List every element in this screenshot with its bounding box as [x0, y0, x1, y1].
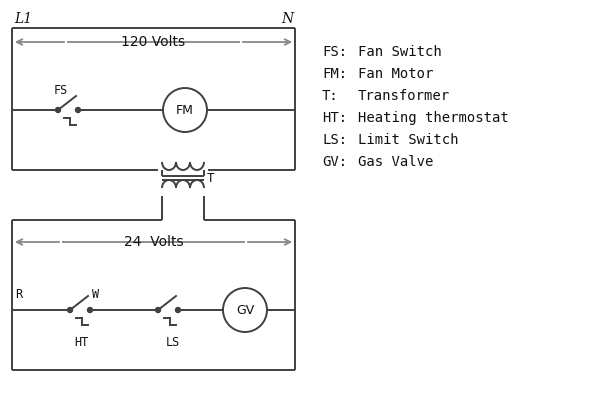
Circle shape — [76, 108, 80, 112]
Circle shape — [175, 308, 181, 312]
Text: FM:: FM: — [322, 67, 347, 81]
Text: Fan Switch: Fan Switch — [358, 45, 442, 59]
Text: T:: T: — [322, 89, 339, 103]
Text: LS: LS — [166, 336, 181, 348]
Text: L1: L1 — [14, 12, 32, 26]
Text: FS:: FS: — [322, 45, 347, 59]
Text: Gas Valve: Gas Valve — [358, 155, 434, 169]
Circle shape — [55, 108, 61, 112]
Text: FM: FM — [176, 104, 194, 116]
Text: N: N — [281, 12, 293, 26]
Text: Transformer: Transformer — [358, 89, 450, 103]
Text: W: W — [92, 288, 99, 300]
Text: R: R — [15, 288, 22, 300]
Text: Limit Switch: Limit Switch — [358, 133, 458, 147]
Text: FS: FS — [54, 84, 68, 96]
Text: GV:: GV: — [322, 155, 347, 169]
Circle shape — [87, 308, 93, 312]
Circle shape — [67, 308, 73, 312]
Text: Fan Motor: Fan Motor — [358, 67, 434, 81]
Text: 24  Volts: 24 Volts — [124, 235, 183, 249]
Text: Heating thermostat: Heating thermostat — [358, 111, 509, 125]
Text: T: T — [207, 172, 215, 184]
Circle shape — [156, 308, 160, 312]
Text: GV: GV — [236, 304, 254, 316]
Text: HT: HT — [74, 336, 88, 348]
Text: HT:: HT: — [322, 111, 347, 125]
Text: 120 Volts: 120 Volts — [122, 35, 186, 49]
Text: LS:: LS: — [322, 133, 347, 147]
